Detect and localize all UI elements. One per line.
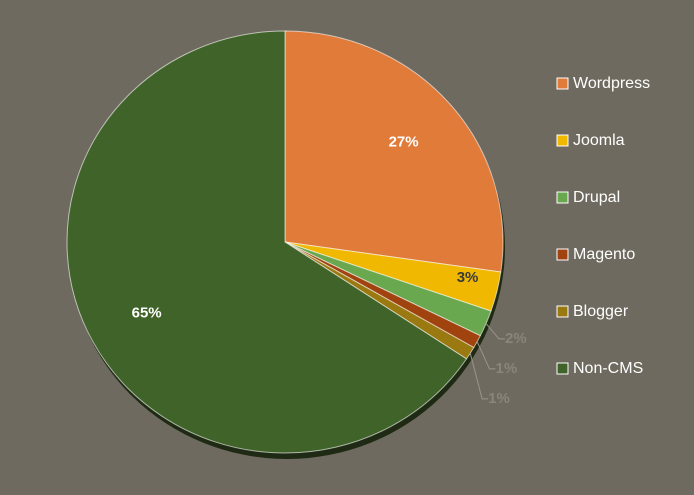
legend-label: Magento	[573, 246, 635, 263]
legend: Wordpress Joomla Drupal Magento Blogger Non-C…	[556, 75, 650, 377]
leader-line	[469, 353, 489, 400]
data-label: 3%	[457, 269, 479, 286]
legend-label: Joomla	[573, 132, 625, 149]
data-label: 1%	[495, 360, 517, 377]
pie	[66, 30, 504, 454]
legend-label: Non-CMS	[573, 360, 643, 377]
leader-line	[476, 341, 496, 370]
pie-slice	[66, 30, 468, 454]
pie-slice	[284, 30, 504, 273]
data-label: 1%	[488, 390, 510, 407]
legend-label: Drupal	[573, 189, 620, 206]
legend-label: Blogger	[573, 303, 629, 320]
legend-swatch	[556, 134, 569, 147]
legend-swatch	[556, 305, 569, 318]
legend-swatch	[556, 248, 569, 261]
legend-swatch	[556, 77, 569, 90]
legend-label: Wordpress	[573, 75, 650, 92]
legend-swatch	[556, 191, 569, 204]
legend-swatch	[556, 362, 569, 375]
data-label: 65%	[132, 305, 162, 322]
data-label: 27%	[389, 133, 419, 150]
leader-line	[485, 323, 505, 340]
pie-labels: 27% 3% 2% 1% 1% 65%	[132, 133, 527, 406]
data-label: 2%	[505, 330, 527, 347]
